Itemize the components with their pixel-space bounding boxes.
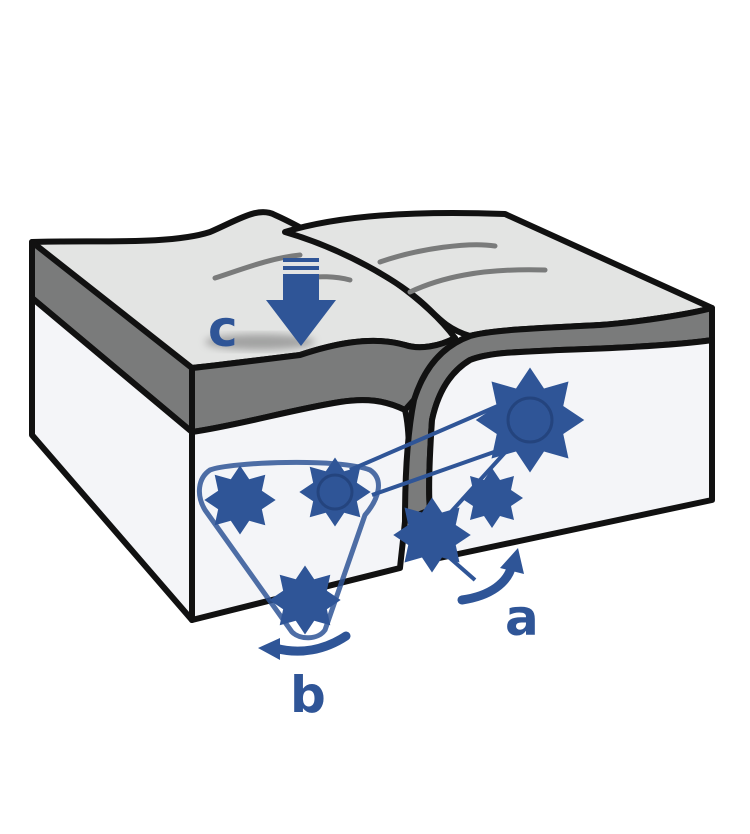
belt-line-1: [349, 403, 501, 472]
gear-large-right-hub: [506, 396, 554, 444]
label-c: c: [208, 300, 238, 358]
gear-b-right: [299, 457, 371, 527]
right-block-front-face: [426, 337, 715, 563]
gear-b-right-hub: [316, 473, 354, 511]
arrow-c: [266, 258, 336, 346]
gear-large-right: [475, 367, 585, 473]
gear-b-left: [204, 465, 276, 535]
gear-fault: [393, 497, 471, 573]
label-b: b: [290, 666, 326, 724]
rotation-arrow-a: [457, 548, 524, 605]
gear-b-bottom: [269, 565, 341, 635]
chain-loop-b: [196, 459, 381, 641]
right-surface-line-2: [407, 267, 548, 295]
arrow-c-shadow: [205, 334, 315, 350]
left-surface-line: [212, 252, 303, 281]
gear-small-right: [461, 468, 523, 528]
label-a: a: [505, 589, 539, 647]
rotation-arrow-b: [258, 631, 351, 660]
gear-system: [196, 367, 585, 641]
right-surface-line: [377, 242, 498, 265]
